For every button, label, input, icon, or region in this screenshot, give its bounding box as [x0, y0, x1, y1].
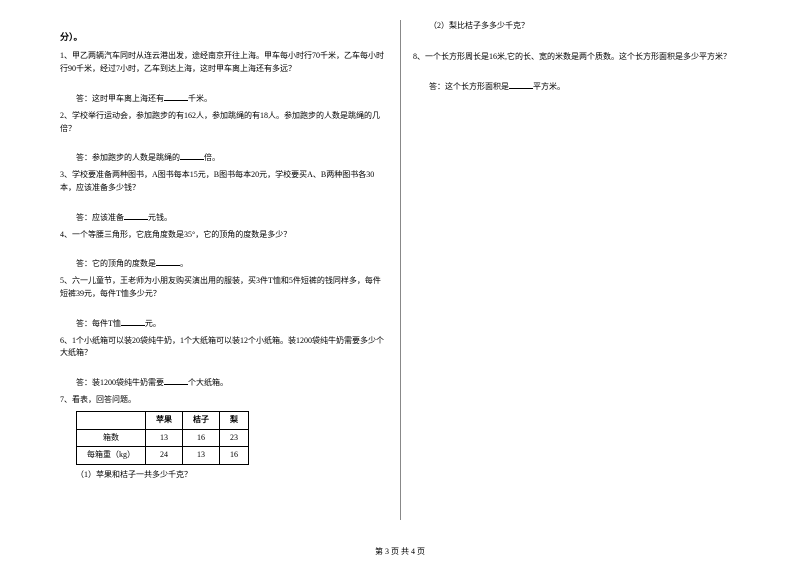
answer-8-post: 平方米。: [533, 82, 565, 91]
blank: [164, 376, 188, 385]
section-title: 分）。: [60, 30, 388, 44]
answer-6: 答：装1200袋纯牛奶需要 个大纸箱。: [76, 376, 388, 390]
answer-4-post: 。: [180, 259, 188, 268]
left-column: 分）。 1、甲乙两辆汽车同时从连云港出发，途经南京开往上海。甲车每小时行70千米…: [60, 20, 400, 520]
question-7-1: （1）苹果和桔子一共多少千克？: [76, 469, 388, 482]
blank: [121, 317, 145, 326]
answer-4-pre: 答：它的顶角的度数是: [76, 259, 156, 268]
table-header: 苹果: [146, 411, 183, 429]
page: 分）。 1、甲乙两辆汽车同时从连云港出发，途经南京开往上海。甲车每小时行70千米…: [0, 0, 800, 565]
table-header: 梨: [220, 411, 249, 429]
answer-6-post: 个大纸箱。: [188, 378, 228, 387]
table-cell: 13: [183, 447, 220, 465]
question-6: 6、1个小纸箱可以装20袋纯牛奶，1个大纸箱可以装12个小纸箱。装1200袋纯牛…: [60, 335, 388, 361]
table-cell: 16: [220, 447, 249, 465]
table-cell: 24: [146, 447, 183, 465]
answer-5-pre: 答：每件T恤: [76, 319, 121, 328]
question-7: 7、看表，回答问题。: [60, 394, 388, 407]
table-header: 桔子: [183, 411, 220, 429]
table-row: 苹果 桔子 梨: [77, 411, 249, 429]
blank: [164, 92, 188, 101]
answer-8: 答：这个长方形面积是 平方米。: [429, 80, 740, 94]
answer-5: 答：每件T恤 元。: [76, 317, 388, 331]
question-4: 4、一个等腰三角形，它底角度数是35°，它的顶角的度数是多少？: [60, 229, 388, 242]
table-row: 每箱重（kg） 24 13 16: [77, 447, 249, 465]
question-8: 8、一个长方形周长是16米,它的长、宽的米数是两个质数。这个长方形面积是多少平方…: [413, 51, 740, 64]
answer-8-pre: 答：这个长方形面积是: [429, 82, 509, 91]
answer-1-post: 千米。: [188, 94, 212, 103]
table-row: 箱数 13 16 23: [77, 429, 249, 447]
answer-1: 答：这时甲车离上海还有 千米。: [76, 92, 388, 106]
question-3: 3、学校要准备两种图书，A图书每本15元，B图书每本20元，学校要买A、B两种图…: [60, 169, 388, 195]
answer-2-pre: 答：参加跑步的人数是跳绳的: [76, 153, 180, 162]
question-5: 5、六一儿童节，王老师为小朋友购买演出用的服装，买3件T恤和5件短裤的钱同样多，…: [60, 275, 388, 301]
answer-4: 答：它的顶角的度数是 。: [76, 257, 388, 271]
page-footer: 第 3 页 共 4 页: [0, 546, 800, 557]
blank: [509, 80, 533, 89]
column-container: 分）。 1、甲乙两辆汽车同时从连云港出发，途经南京开往上海。甲车每小时行70千米…: [60, 20, 740, 520]
question-1: 1、甲乙两辆汽车同时从连云港出发，途经南京开往上海。甲车每小时行70千米，乙车每…: [60, 50, 388, 76]
table-cell: 16: [183, 429, 220, 447]
answer-6-pre: 答：装1200袋纯牛奶需要: [76, 378, 164, 387]
blank: [156, 257, 180, 266]
question-2: 2、学校举行运动会，参加跑步的有162人，参加跳绳的有18人。参加跑步的人数是跳…: [60, 110, 388, 136]
table-header: [77, 411, 146, 429]
blank: [180, 151, 204, 160]
table-cell: 箱数: [77, 429, 146, 447]
answer-5-post: 元。: [145, 319, 161, 328]
table-cell: 每箱重（kg）: [77, 447, 146, 465]
table-cell: 23: [220, 429, 249, 447]
right-column: （2）梨比桔子多多少千克？ 8、一个长方形周长是16米,它的长、宽的米数是两个质…: [400, 20, 740, 520]
answer-2: 答：参加跑步的人数是跳绳的 倍。: [76, 151, 388, 165]
answer-2-post: 倍。: [204, 153, 220, 162]
table-cell: 13: [146, 429, 183, 447]
answer-3: 答：应该准备 元钱。: [76, 211, 388, 225]
blank: [124, 211, 148, 220]
fruit-table: 苹果 桔子 梨 箱数 13 16 23 每箱重（kg） 24 13 16: [76, 411, 249, 465]
answer-1-pre: 答：这时甲车离上海还有: [76, 94, 164, 103]
question-7-2: （2）梨比桔子多多少千克？: [429, 20, 740, 33]
answer-3-post: 元钱。: [148, 213, 172, 222]
answer-3-pre: 答：应该准备: [76, 213, 124, 222]
